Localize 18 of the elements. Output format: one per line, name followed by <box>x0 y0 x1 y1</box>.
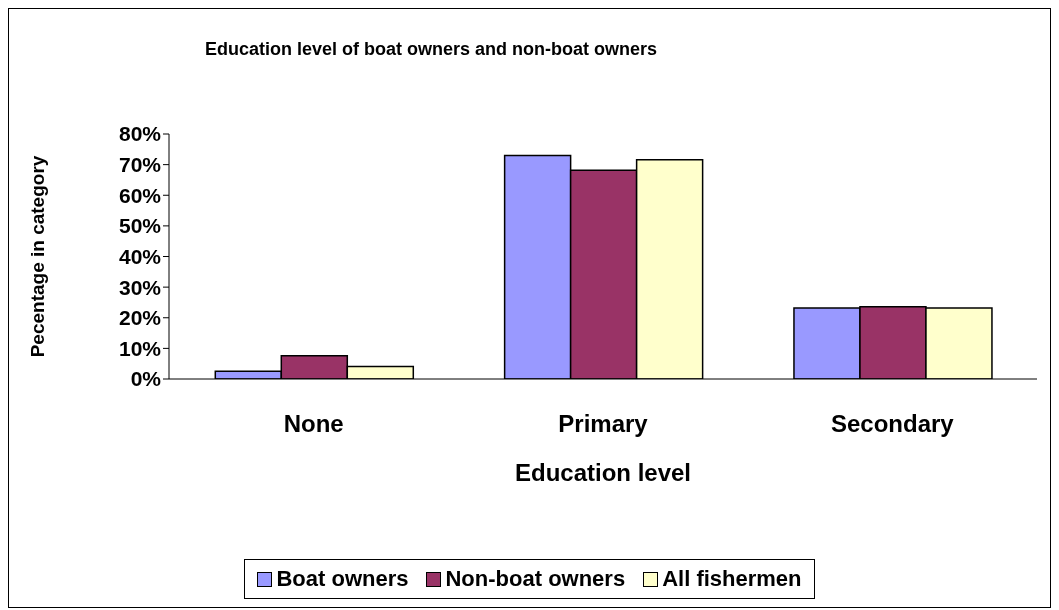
y-tick-label: 20% <box>118 306 162 330</box>
y-axis-title: Pecentage in category <box>26 155 48 358</box>
legend-label: All fishermen <box>662 566 802 592</box>
x-tick-label: None <box>283 410 344 438</box>
y-tick-label: 40% <box>118 244 162 268</box>
legend-label: Boat owners <box>276 566 409 592</box>
chart-title: Education level of boat owners and non-boat owners <box>205 39 658 60</box>
y-tick-label: 50% <box>118 214 162 238</box>
y-tick-label: 60% <box>118 183 162 207</box>
y-tick-label: 0% <box>130 367 162 391</box>
x-axis-title: Education level <box>514 459 692 486</box>
x-tick-label: Secondary <box>830 410 955 438</box>
x-tick-label: Primary <box>558 410 649 438</box>
legend-label: Non-boat owners <box>445 566 626 592</box>
y-tick-label: 70% <box>118 153 162 177</box>
y-tick-label: 30% <box>118 275 162 299</box>
y-tick-label: 80% <box>118 122 162 146</box>
y-tick-label: 10% <box>118 336 162 360</box>
